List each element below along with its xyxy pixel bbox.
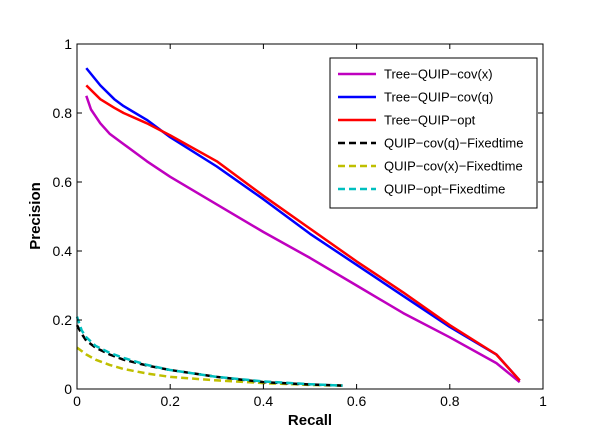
tick-layer: 0 0.2 0.4 0.6 0.8 1 0 0.2 0.4 0.6 0.8 1 (53, 36, 548, 409)
series-line-3 (85, 84, 521, 382)
legend-label-1: Tree−QUIP−cov(x) (384, 67, 493, 82)
legend: Tree−QUIP−cov(x) Tree−QUIP−cov(q) Tree−QUI… (329, 57, 538, 209)
legend-label-2: Tree−QUIP−cov(q) (384, 90, 493, 105)
y-tick-label: 0 (64, 381, 72, 397)
x-tick-label: 0 (73, 393, 81, 409)
legend-label-3: Tree−QUIP−opt (384, 113, 476, 128)
y-tick-label: 0.8 (53, 105, 73, 121)
x-tick-label: 1 (539, 393, 547, 409)
y-tick-label: 0.2 (53, 312, 73, 328)
legend-label-5: QUIP−cov(x)−Fixedtime (384, 159, 523, 174)
y-tick-label: 0.4 (53, 243, 73, 259)
legend-label-6: QUIP−opt−Fixedtime (384, 182, 505, 197)
series-line-1 (85, 95, 521, 384)
x-tick-label: 0.2 (160, 393, 180, 409)
y-tick-label: 1 (64, 36, 72, 52)
legend-box (329, 57, 538, 209)
y-tick-label: 0.6 (53, 174, 73, 190)
x-tick-label: 0.4 (254, 393, 274, 409)
series-line-6 (75, 316, 343, 387)
series-line-2 (85, 67, 521, 382)
x-tick-label: 0.6 (347, 393, 367, 409)
x-axis-label: Recall (288, 412, 332, 429)
y-axis-label: Precision (27, 182, 44, 250)
series-layer (75, 67, 521, 387)
plot-frame (76, 43, 544, 390)
x-tick-label: 0.8 (440, 393, 460, 409)
legend-label-4: QUIP−cov(q)−Fixedtime (384, 136, 523, 151)
